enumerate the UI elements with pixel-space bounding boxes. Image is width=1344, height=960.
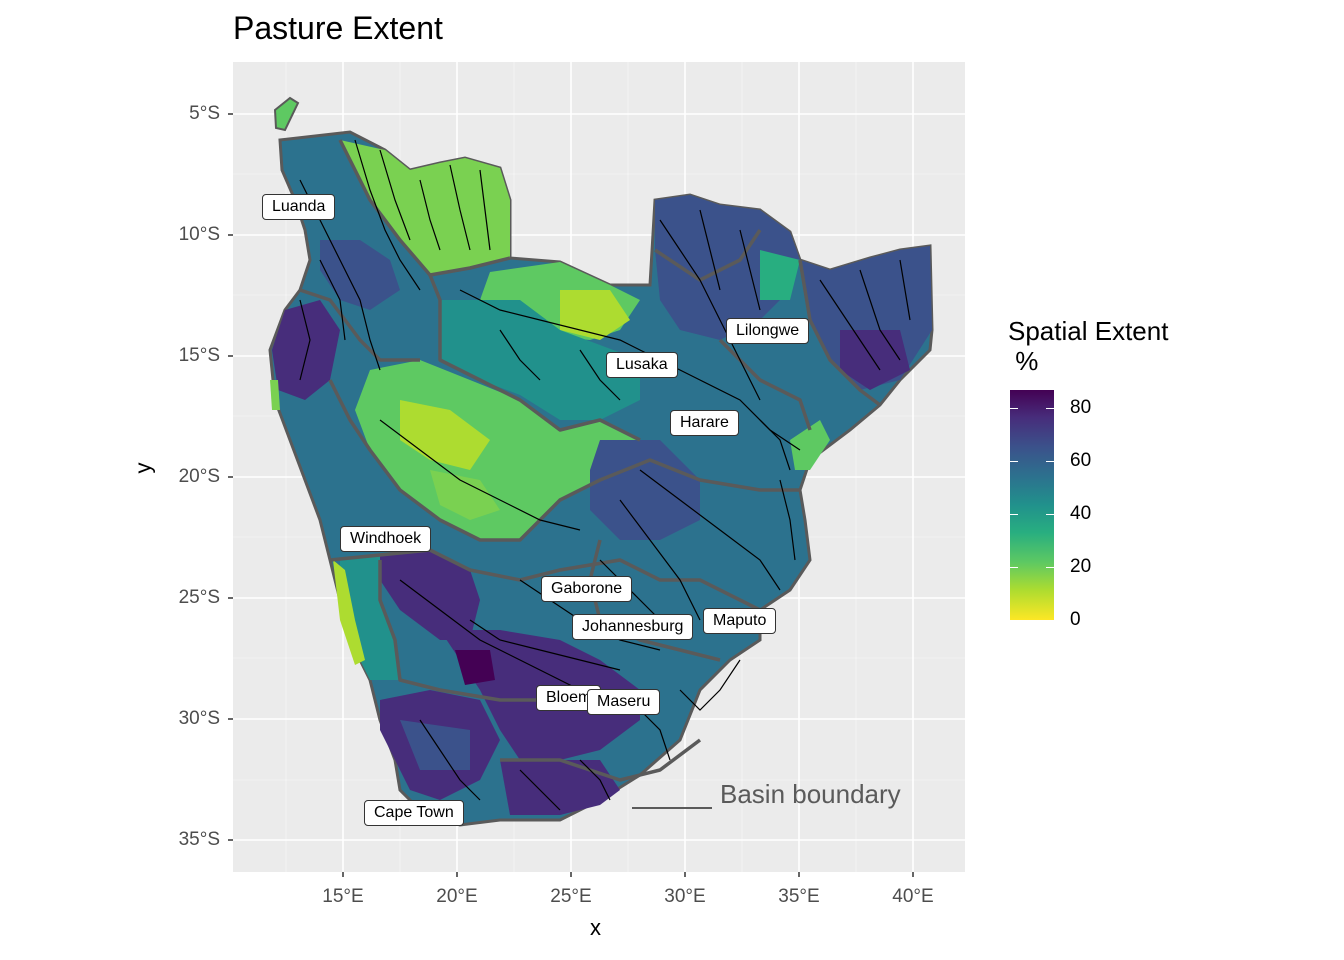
y-tick-label: 25°S: [178, 587, 220, 608]
x-axis-title: x: [590, 915, 601, 940]
legend-tickmark: [1010, 461, 1018, 462]
y-tick-label: 30°S: [178, 708, 220, 729]
legend-tick-label: 40: [1070, 503, 1092, 524]
legend-tick-label: 60: [1070, 450, 1092, 471]
x-tick-label: 25°E: [550, 886, 592, 907]
city-label-maseru: Maseru: [587, 689, 661, 715]
x-tick-label: 40°E: [892, 886, 934, 907]
y-axis-title: y: [130, 462, 156, 474]
city-label-cape-town: Cape Town: [364, 800, 464, 826]
x-tick-label: 20°E: [436, 886, 478, 907]
x-tick-label: 35°E: [778, 886, 820, 907]
city-label-gaborone: Gaborone: [541, 576, 633, 602]
y-tick-label: 20°S: [178, 466, 220, 487]
basin-boundary-label: Basin boundary: [720, 779, 901, 809]
y-tick-label: 35°S: [178, 829, 220, 850]
legend-tick-label: 80: [1070, 397, 1092, 418]
city-label-luanda: Luanda: [262, 194, 336, 220]
y-tick-label: 15°S: [178, 345, 220, 366]
y-tick-label: 5°S: [189, 103, 220, 124]
legend-tickmark: [1046, 514, 1054, 515]
legend-title: Spatial Extent %: [1008, 316, 1169, 376]
legend-tickmark: [1010, 408, 1018, 409]
city-label-windhoek: Windhoek: [340, 526, 432, 552]
city-label-harare: Harare: [670, 410, 739, 436]
axis-ticks: [228, 113, 914, 877]
legend-tick-label: 0: [1070, 609, 1081, 630]
legend-colorbar: [1010, 390, 1054, 620]
y-tick-label: 10°S: [178, 224, 220, 245]
legend-tickmark: [1046, 461, 1054, 462]
legend-tickmark: [1046, 567, 1054, 568]
x-tick-label: 15°E: [322, 886, 364, 907]
plot-title: Pasture Extent: [233, 10, 443, 46]
legend-tickmark: [1046, 408, 1054, 409]
legend-tickmark: [1010, 514, 1018, 515]
city-label-maputo: Maputo: [703, 608, 777, 634]
city-label-johannesburg: Johannesburg: [572, 614, 694, 640]
city-label-lusaka: Lusaka: [606, 352, 678, 378]
legend-tick-label: 20: [1070, 556, 1092, 577]
x-tick-label: 30°E: [664, 886, 706, 907]
city-label-lilongwe: Lilongwe: [726, 318, 810, 344]
legend-tickmark: [1010, 567, 1018, 568]
